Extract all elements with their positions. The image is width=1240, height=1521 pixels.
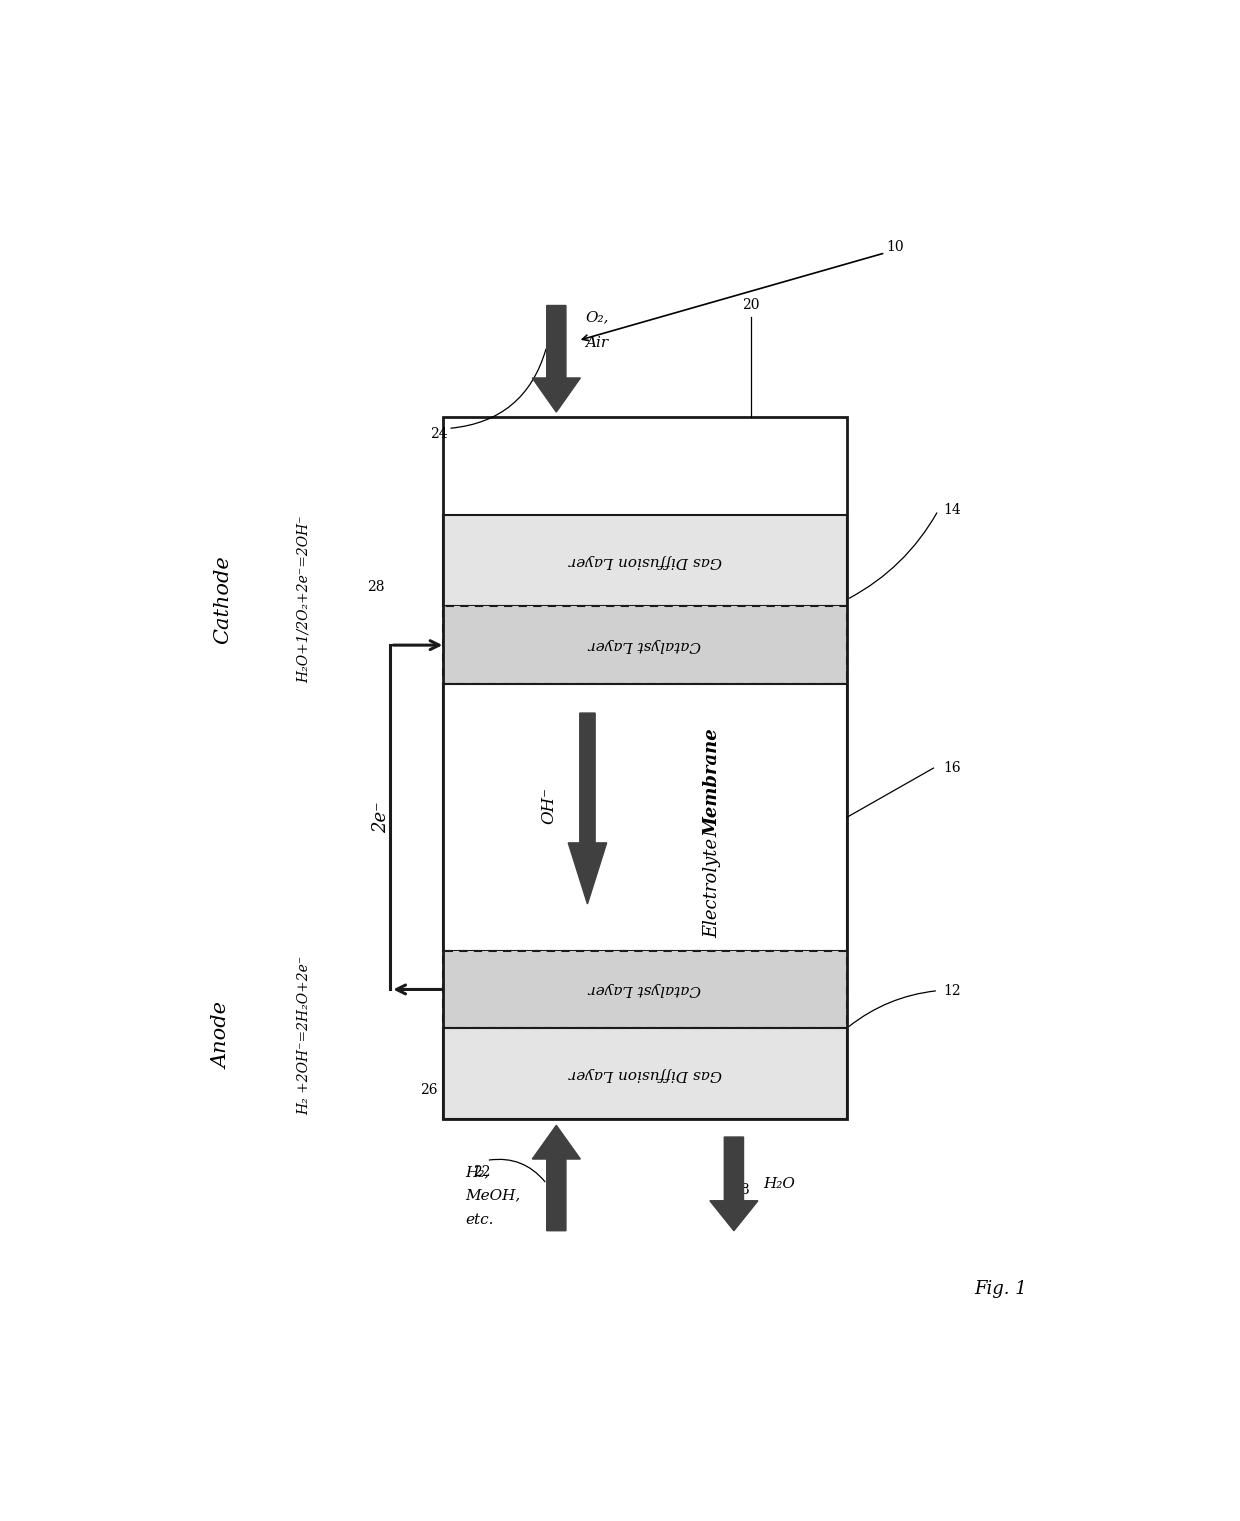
Text: H₂O: H₂O [763,1177,795,1191]
FancyArrow shape [532,306,580,412]
Text: etc.: etc. [465,1214,494,1227]
Text: 16: 16 [942,760,961,776]
Text: 22: 22 [472,1165,491,1179]
Text: Electrolyte: Electrolyte [703,838,722,937]
Text: Gas Diffusion Layer: Gas Diffusion Layer [569,1066,722,1081]
Text: Fig. 1: Fig. 1 [975,1281,1027,1299]
Text: 10: 10 [887,240,904,254]
Bar [444,516,847,607]
Text: Gas Diffusion Layer: Gas Diffusion Layer [569,554,722,567]
Text: OH⁻: OH⁻ [541,788,558,824]
Text: 24: 24 [430,427,448,441]
Bar [444,951,847,1028]
Text: Anode: Anode [213,1002,232,1069]
Bar [444,1028,847,1119]
Text: 2e⁻: 2e⁻ [372,802,389,834]
Text: H₂O+1/2O₂+2e⁻=2OH⁻: H₂O+1/2O₂+2e⁻=2OH⁻ [296,516,311,683]
Text: 20: 20 [742,298,760,312]
Text: Membrane: Membrane [703,727,722,837]
FancyArrow shape [568,713,606,903]
FancyArrow shape [709,1138,758,1230]
Text: O₂,: O₂, [585,310,609,324]
Bar [444,417,847,1119]
Text: 14: 14 [942,503,961,517]
Text: 18: 18 [733,1183,750,1197]
Text: H₂ +2OH⁻=2H₂O+2e⁻: H₂ +2OH⁻=2H₂O+2e⁻ [296,955,311,1115]
Text: 26: 26 [420,1083,438,1097]
Text: Cathode: Cathode [213,555,232,643]
Bar [444,684,847,951]
Text: MeOH,: MeOH, [465,1188,521,1203]
Text: H₂,: H₂, [465,1165,490,1179]
Text: 28: 28 [367,580,384,593]
Text: 12: 12 [942,984,961,998]
Text: Catalyst Layer: Catalyst Layer [589,983,702,996]
Text: Catalyst Layer: Catalyst Layer [589,639,702,653]
Text: Air: Air [585,336,609,350]
FancyArrow shape [532,1126,580,1230]
Bar [444,607,847,684]
